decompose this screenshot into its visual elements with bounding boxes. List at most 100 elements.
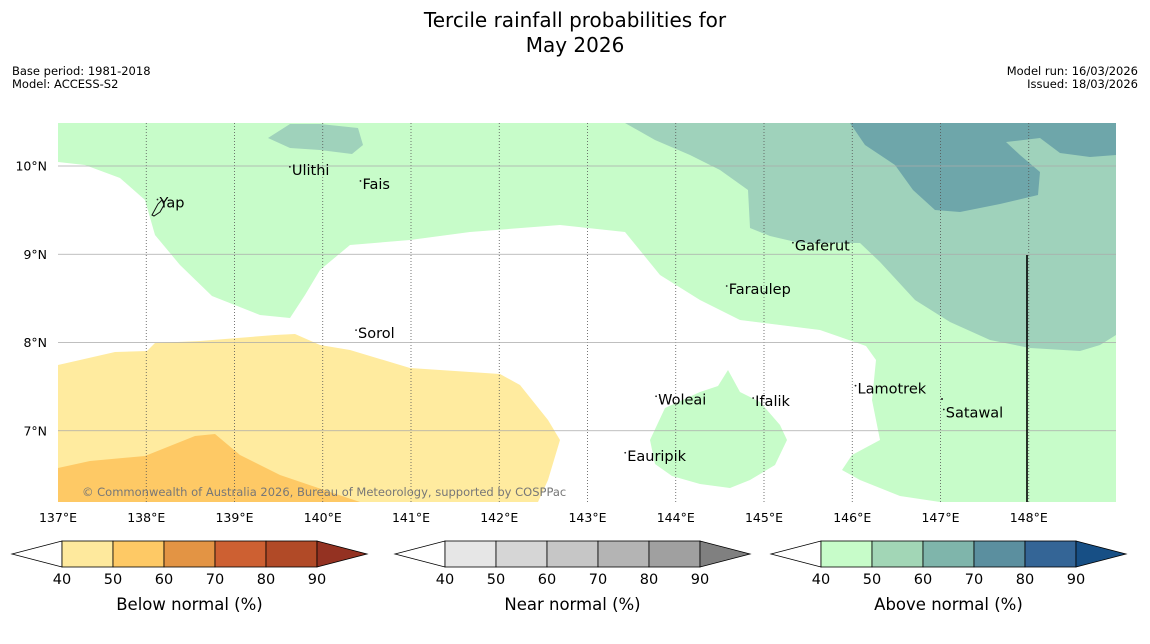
colorbar-segment	[495, 540, 548, 568]
above-normal-50-60-patch-ulithi	[268, 124, 363, 154]
place-label: Yap	[158, 195, 184, 211]
place-label: Sorol	[358, 326, 395, 342]
probability-shading	[58, 123, 1116, 502]
colorbar-tick-label: 50	[863, 572, 881, 588]
x-tick-label: 144°E	[657, 510, 695, 525]
island-dot	[659, 397, 661, 399]
colorbar-segment	[597, 540, 650, 568]
title-line-1: Tercile rainfall probabilities for	[423, 8, 727, 32]
colorbar-segment	[444, 540, 497, 568]
place-label: Woleai	[658, 392, 706, 408]
below-normal-50-60-region	[58, 434, 360, 502]
graticule	[58, 123, 1116, 502]
island-dot	[359, 180, 362, 182]
issued-text: Issued: 18/03/2026	[1027, 77, 1138, 91]
place-faraulep[interactable]: Faraulep	[725, 282, 791, 298]
colorbar-extend-low	[769, 540, 822, 568]
place-label: Satawal	[946, 406, 1003, 422]
colorbar-title: Above normal (%)	[874, 595, 1023, 614]
island-dot	[624, 451, 627, 454]
copyright-text: © Commonwealth of Australia 2026, Bureau…	[82, 485, 566, 499]
place-gaferut[interactable]: Gaferut	[791, 239, 850, 255]
x-tick-label: 138°E	[127, 510, 165, 525]
x-tick-label: 146°E	[833, 510, 871, 525]
colorbar-0: 40 50 60 70 80 90 Below normal (%)	[10, 540, 369, 614]
colorbar-segment	[61, 540, 114, 568]
x-tick-label: 148°E	[1010, 510, 1048, 525]
colorbar-tick-label: 50	[104, 572, 122, 588]
colorbars: 40 50 60 70 80 90 Below normal (%) 40 50 60 70 80 90…	[10, 540, 1128, 614]
x-tick-label: 140°E	[304, 510, 342, 525]
yap-island-outline	[151, 199, 165, 217]
colorbar-tick-label: 70	[589, 572, 607, 588]
island-dot	[942, 408, 945, 411]
y-tick-label: 10°N	[15, 159, 47, 174]
place-label: Ulithi	[292, 163, 330, 179]
model-run-text: Model run: 16/03/2026	[1006, 64, 1138, 78]
place-yap[interactable]: Yap	[156, 195, 185, 211]
colorbar-extend-low	[10, 540, 63, 568]
colorbar-tick-label: 60	[155, 572, 173, 588]
x-tick-label: 143°E	[568, 510, 606, 525]
colorbar-tick-label: 70	[965, 572, 983, 588]
y-axis-labels: 10°N 9°N 8°N 7°N	[15, 159, 47, 439]
info-right: Model run: 16/03/2026 Issued: 18/03/2026	[1007, 65, 1138, 91]
y-tick-label: 8°N	[23, 335, 47, 350]
place-label: Gaferut	[795, 239, 850, 255]
place-ulithi[interactable]: Ulithi	[288, 163, 330, 179]
y-tick-label: 9°N	[23, 247, 47, 262]
place-eauripik[interactable]: Eauripik	[624, 449, 687, 465]
island-dot	[355, 329, 357, 331]
island-dot	[156, 198, 159, 201]
colorbar-segment	[214, 540, 267, 568]
colorbar-segment	[163, 540, 216, 568]
colorbar-segment	[648, 540, 701, 568]
colorbar-1: 40 50 60 70 80 90 Near normal (%)	[393, 540, 752, 614]
x-tick-label: 145°E	[745, 510, 783, 525]
island-dot	[854, 384, 857, 387]
colorbar-tick-label: 80	[257, 572, 275, 588]
colorbar-extend-high	[699, 540, 752, 568]
colorbar-tick-label: 40	[436, 572, 454, 588]
place-label: Lamotrek	[858, 382, 927, 398]
y-tick-label: 7°N	[23, 423, 47, 438]
base-period-text: Base period: 1981-2018	[12, 64, 151, 78]
above-normal-60-70-region	[850, 123, 1116, 212]
x-tick-label: 142°E	[480, 510, 518, 525]
colorbar-segment	[265, 540, 318, 568]
x-tick-label: 147°E	[921, 510, 959, 525]
island-dot	[941, 398, 943, 400]
colorbar-tick-label: 90	[308, 572, 326, 588]
colorbar-title: Near normal (%)	[504, 595, 640, 614]
place-lamotrek[interactable]: Lamotrek	[854, 382, 927, 398]
x-tick-label: 141°E	[392, 510, 430, 525]
colorbar-segment	[1024, 540, 1077, 568]
colorbar-tick-label: 90	[1067, 572, 1085, 588]
colorbar-tick-label: 40	[812, 572, 830, 588]
colorbar-extend-high	[316, 540, 369, 568]
island-dot	[288, 165, 291, 168]
colorbar-extend-low	[393, 540, 446, 568]
place-ifalik[interactable]: Ifalik	[752, 394, 790, 410]
place-label: Fais	[362, 177, 389, 193]
colorbar-tick-label: 60	[538, 572, 556, 588]
colorbar-tick-label: 50	[487, 572, 505, 588]
colorbar-extend-high	[1075, 540, 1128, 568]
colorbar-tick-label: 80	[1016, 572, 1034, 588]
place-sorol[interactable]: Sorol	[355, 326, 395, 342]
colorbar-tick-label: 60	[914, 572, 932, 588]
colorbar-title: Below normal (%)	[116, 595, 263, 614]
map-area[interactable]: Yap Ulithi Fais Sorol Gaferut Faraulep Woleai I…	[58, 123, 1116, 502]
colorbar-tick-label: 90	[691, 572, 709, 588]
colorbar-segment	[922, 540, 975, 568]
place-woleai[interactable]: Woleai	[655, 392, 706, 408]
colorbar-segment	[546, 540, 599, 568]
colorbar-tick-label: 80	[640, 572, 658, 588]
place-fais[interactable]: Fais	[359, 177, 390, 193]
info-left: Base period: 1981-2018 Model: ACCESS-S2	[12, 65, 151, 91]
x-tick-label: 137°E	[39, 510, 77, 525]
place-label: Ifalik	[755, 394, 790, 410]
place-satawal[interactable]: Satawal	[942, 406, 1003, 422]
island-markers: Yap Ulithi Fais Sorol Gaferut Faraulep Woleai I…	[151, 163, 1003, 465]
